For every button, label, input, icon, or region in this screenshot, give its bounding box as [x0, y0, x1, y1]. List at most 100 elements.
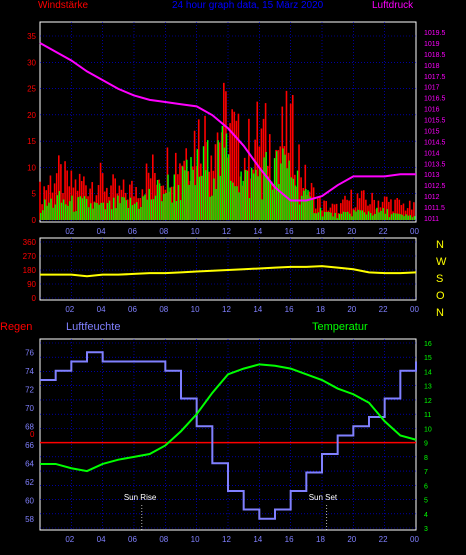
x-tick-label: 04 [97, 227, 106, 236]
humidity-tick-label: 66 [25, 441, 34, 450]
pressure-tick-label: 1011 [424, 216, 439, 223]
temperature-tick-label: 14 [424, 369, 432, 376]
wind-tick-label: 0 [32, 216, 37, 225]
humidity-tick-label: 76 [25, 348, 34, 357]
wind-tick-label: 20 [27, 111, 36, 120]
x-tick-label: 14 [253, 535, 262, 544]
temperature-tick-label: 13 [424, 384, 432, 391]
wind-tick-label: 30 [27, 58, 36, 67]
x-tick-label: 10 [191, 305, 200, 314]
x-tick-label: 08 [159, 535, 168, 544]
x-tick-label: 22 [379, 227, 388, 236]
pressure-tick-label: 1012 [424, 194, 440, 201]
x-tick-label: 20 [347, 305, 356, 314]
x-tick-label: 14 [253, 227, 262, 236]
temperature-tick-label: 16 [424, 341, 432, 348]
direction-tick-label: 90 [27, 280, 36, 289]
temperature-tick-label: 10 [424, 426, 432, 433]
x-tick-label: 12 [222, 535, 231, 544]
direction-tick-label: 0 [32, 294, 37, 303]
sun-set-label: Sun Set [309, 493, 338, 502]
rain-value-label: 0 [30, 430, 35, 439]
pressure-tick-label: 1018.5 [424, 52, 446, 59]
pressure-tick-label: 1017.5 [424, 74, 446, 81]
pressure-tick-label: 1019 [424, 41, 440, 48]
temperature-tick-label: 7 [424, 469, 428, 476]
temperature-tick-label: 5 [424, 498, 428, 505]
wind-pressure-panel: 02 04 06 08 10 12 14 16 18 20 22 000510152025303510… [27, 21, 446, 236]
compass-label: O [436, 290, 445, 302]
x-tick-label: 00 [410, 535, 419, 544]
sun-rise-label: Sun Rise [124, 493, 157, 502]
x-tick-label: 10 [191, 227, 200, 236]
x-tick-label: 02 [65, 535, 74, 544]
x-tick-label: 18 [316, 227, 325, 236]
humidity-tick-label: 60 [25, 496, 34, 505]
x-tick-label: 14 [253, 305, 262, 314]
x-tick-label: 16 [285, 227, 294, 236]
x-tick-label: 04 [97, 535, 106, 544]
temperature-tick-label: 8 [424, 455, 428, 462]
wind-axis-title: Windstärke [38, 0, 88, 11]
pressure-line [39, 42, 416, 202]
x-tick-label: 08 [159, 227, 168, 236]
pressure-axis-title: Luftdruck [372, 0, 414, 11]
rain-axis-title: Regen [0, 321, 32, 333]
wind-tick-label: 15 [27, 137, 36, 146]
compass-label: S [436, 273, 443, 285]
x-tick-label: 18 [316, 535, 325, 544]
humidity-tick-label: 58 [25, 515, 34, 524]
humidity-tick-label: 68 [25, 422, 34, 431]
pressure-tick-label: 1011.5 [424, 205, 445, 212]
x-tick-label: 06 [128, 227, 137, 236]
x-tick-label: 20 [347, 535, 356, 544]
x-tick-label: 02 [65, 227, 74, 236]
pressure-tick-label: 1016 [424, 107, 440, 114]
temperature-tick-label: 9 [424, 441, 428, 448]
x-tick-label: 18 [316, 305, 325, 314]
direction-tick-label: 180 [23, 266, 37, 275]
humidity-tick-label: 64 [25, 459, 34, 468]
x-tick-label: 06 [128, 305, 137, 314]
pressure-tick-label: 1013 [424, 172, 440, 179]
pressure-tick-label: 1014 [424, 150, 440, 157]
temperature-tick-label: 15 [424, 355, 432, 362]
direction-tick-label: 270 [23, 252, 37, 261]
humidity-line [40, 351, 417, 520]
x-tick-label: 20 [347, 227, 356, 236]
temperature-tick-label: 11 [424, 412, 431, 419]
x-tick-label: 16 [285, 535, 294, 544]
x-tick-label: 08 [159, 305, 168, 314]
humidity-temperature-panel: 02 04 06 08 10 12 14 16 18 20 22 005860626466687072… [25, 338, 432, 544]
temperature-tick-label: 3 [424, 526, 428, 533]
pressure-tick-label: 1018 [424, 63, 440, 70]
humidity-axis-title: Luftfeuchte [66, 321, 120, 333]
wind-direction-line [40, 265, 417, 278]
x-tick-label: 06 [128, 535, 137, 544]
wind-tick-label: 5 [32, 190, 37, 199]
wind-tick-label: 25 [27, 85, 36, 94]
x-tick-label: 12 [222, 227, 231, 236]
temperature-tick-label: 4 [424, 512, 428, 519]
x-tick-label: 00 [410, 305, 419, 314]
x-tick-label: 04 [97, 305, 106, 314]
x-tick-label: 12 [222, 305, 231, 314]
pressure-tick-label: 1014.5 [424, 139, 446, 146]
wind-tick-label: 10 [27, 163, 36, 172]
pressure-tick-label: 1015.5 [424, 118, 446, 125]
temperature-tick-label: 6 [424, 483, 428, 490]
temperature-axis-title: Temperatur [312, 321, 368, 333]
x-tick-label: 22 [379, 305, 388, 314]
temperature-line [40, 363, 417, 473]
x-tick-label: 00 [410, 227, 419, 236]
wind-tick-label: 35 [27, 32, 36, 41]
x-tick-label: 02 [65, 305, 74, 314]
humidity-tick-label: 74 [25, 367, 34, 376]
x-tick-label: 16 [285, 305, 294, 314]
pressure-tick-label: 1013.5 [424, 161, 446, 168]
chart-title: 24 hour graph data, 15 März 2020 [172, 0, 324, 11]
humidity-tick-label: 72 [25, 385, 34, 394]
humidity-tick-label: 70 [25, 404, 34, 413]
